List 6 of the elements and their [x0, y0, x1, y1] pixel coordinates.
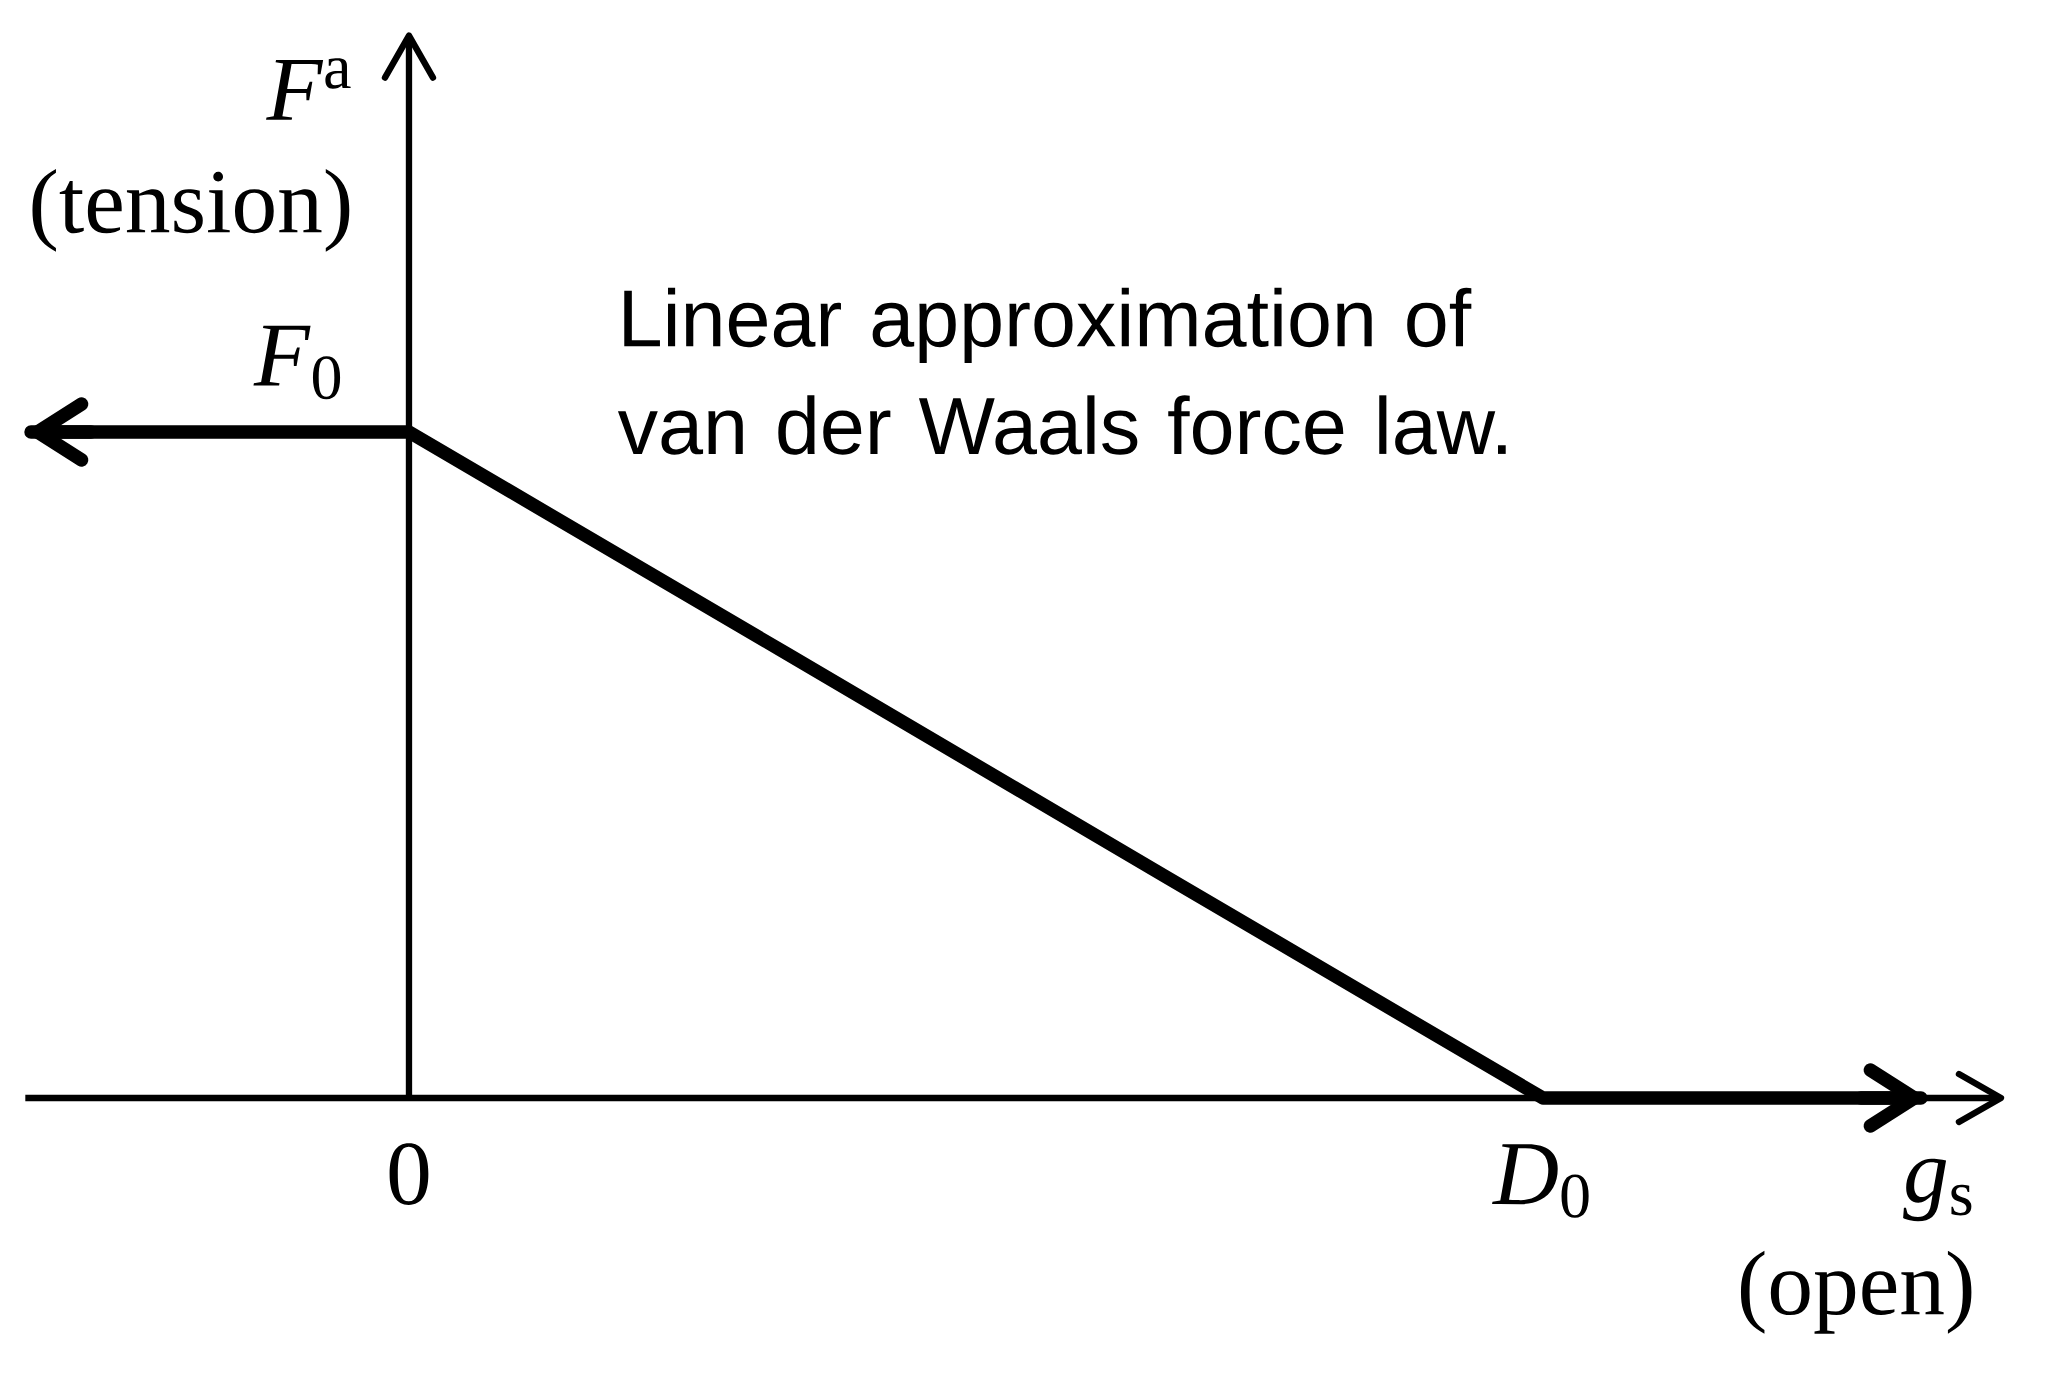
x-tick-label: D$_{0}$: [1492, 1144, 1589, 1218]
annotation: F$_{0}$: [253, 325, 341, 400]
text: F$^{a}$ (tension): [32, 58, 351, 252]
x-tick-label: 0: [389, 1143, 429, 1205]
x-axis-title: g$_{s}$ (open): [1740, 1158, 1972, 1334]
annotation: Linear approximation of van der Waals force law.: [617, 287, 1506, 455]
